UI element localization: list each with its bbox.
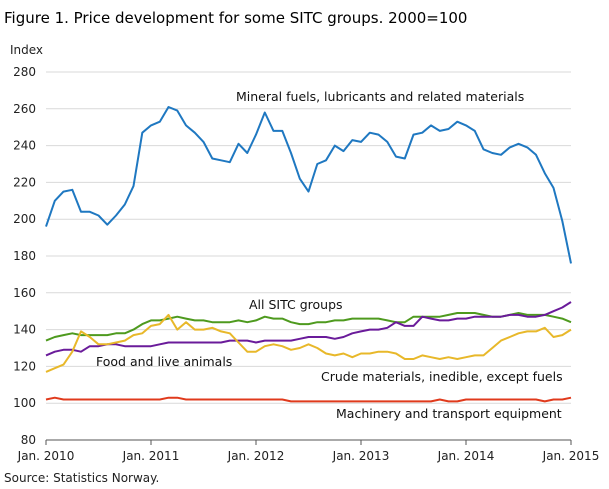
y-axis-ticks: 80 100 120 140 160 180 200 220 240 260 280 xyxy=(13,65,36,447)
series-labels: Mineral fuels, lubricants and related ma… xyxy=(96,89,563,421)
series-line-4 xyxy=(45,396,572,403)
y-tick-label: 120 xyxy=(13,359,36,373)
x-axis-ticks: Jan. 2010 Jan. 2011 Jan. 2012 Jan. 2013 Jan.… xyxy=(17,440,600,463)
series-line-1 xyxy=(45,312,572,342)
series-lines xyxy=(45,106,572,403)
chart-title: Figure 1. Price development for some SIT… xyxy=(4,9,467,27)
y-tick-label: 100 xyxy=(13,396,36,410)
series-line-3 xyxy=(45,313,572,373)
source-note: Source: Statistics Norway. xyxy=(4,471,159,485)
y-tick-label: 240 xyxy=(13,139,36,153)
x-tick-label: Jan. 2015 xyxy=(542,449,600,463)
x-tick-label: Jan. 2014 xyxy=(437,449,495,463)
series-line-2 xyxy=(45,301,572,357)
y-tick-label: 80 xyxy=(21,433,36,447)
label-all-sitc: All SITC groups xyxy=(249,297,343,312)
label-mineral-fuels: Mineral fuels, lubricants and related ma… xyxy=(236,89,524,104)
x-tick-label: Jan. 2013 xyxy=(332,449,390,463)
x-tick-label: Jan. 2011 xyxy=(122,449,180,463)
y-tick-label: 160 xyxy=(13,286,36,300)
series-line-0 xyxy=(45,106,572,264)
label-machinery: Machinery and transport equipment xyxy=(336,406,562,421)
y-tick-label: 180 xyxy=(13,249,36,263)
y-axis-label: Index xyxy=(10,43,43,57)
y-tick-label: 200 xyxy=(13,212,36,226)
y-tick-label: 280 xyxy=(13,65,36,79)
y-tick-label: 220 xyxy=(13,175,36,189)
y-tick-label: 260 xyxy=(13,102,36,116)
x-tick-label: Jan. 2012 xyxy=(227,449,285,463)
label-crude-materials: Crude materials, inedible, except fuels xyxy=(321,369,563,384)
x-tick-label: Jan. 2010 xyxy=(17,449,75,463)
label-food-live-animals: Food and live animals xyxy=(96,354,232,369)
y-tick-label: 140 xyxy=(13,323,36,337)
